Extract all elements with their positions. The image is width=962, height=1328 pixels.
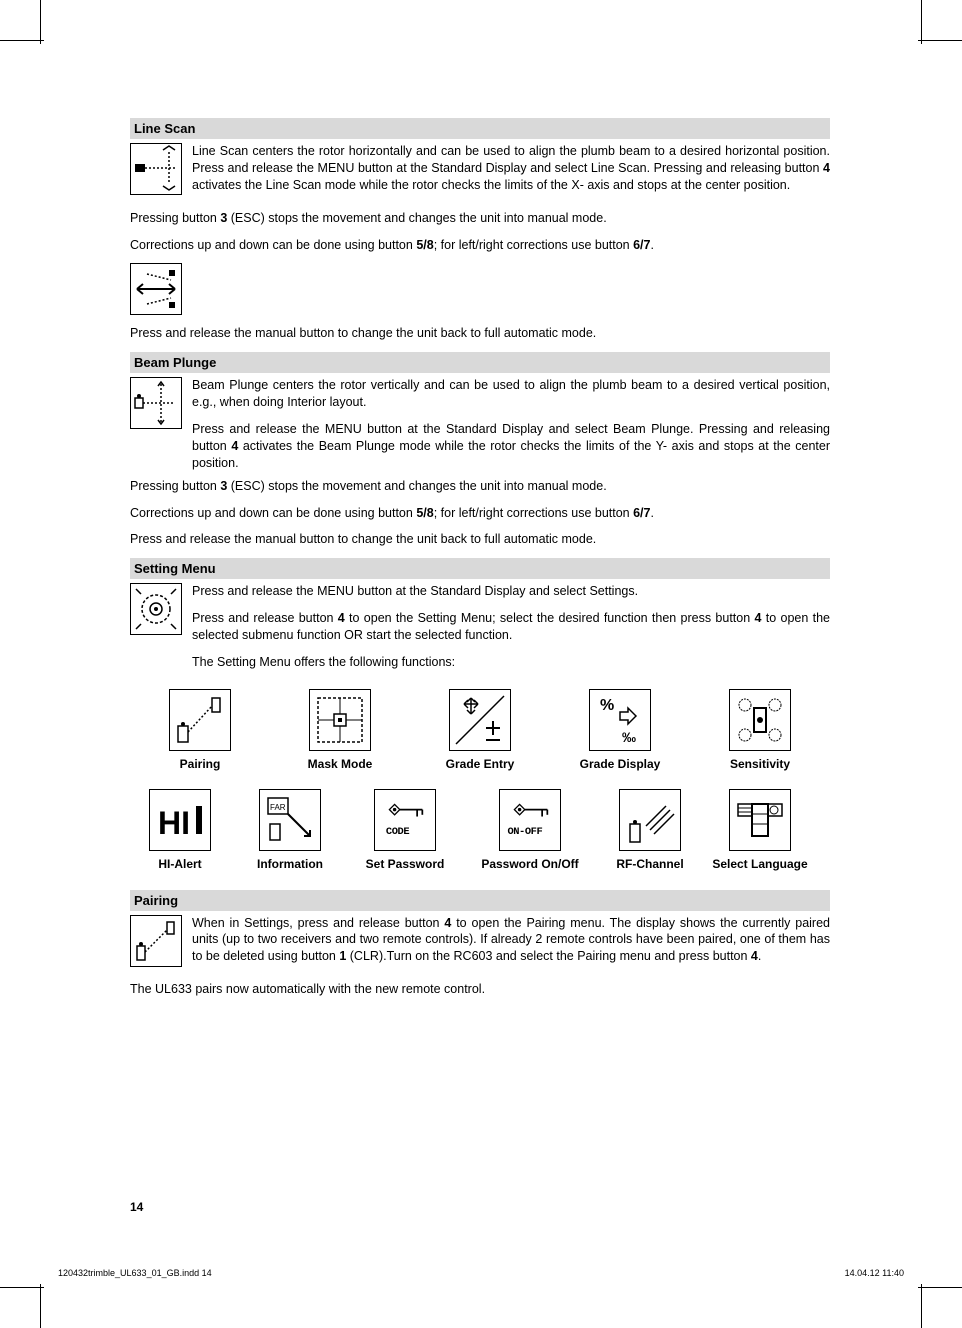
- svg-text:‰: ‰: [622, 729, 636, 745]
- crop-mark: [918, 40, 962, 41]
- svg-text:HI: HI: [158, 805, 190, 841]
- crop-mark: [0, 40, 44, 41]
- mask-mode-icon: [309, 689, 371, 751]
- setting-menu-p2: Press and release button 4 to open the S…: [192, 610, 830, 644]
- beam-plunge-p5: Press and release the manual button to c…: [130, 531, 830, 548]
- svg-text:CODE: CODE: [386, 826, 409, 838]
- set-password-label: Set Password: [366, 857, 445, 871]
- footer-filename: 120432trimble_UL633_01_GB.indd 14: [58, 1268, 212, 1278]
- pairing-p2: The UL633 pairs now automatically with t…: [130, 981, 830, 998]
- line-scan-p4: Press and release the manual button to c…: [130, 325, 830, 342]
- select-language-icon: [729, 789, 791, 851]
- page-number: 14: [130, 1200, 143, 1214]
- information-icon: FAR: [259, 789, 321, 851]
- section-title-setting-menu: Setting Menu: [130, 558, 830, 579]
- svg-text:ON-OFF: ON-OFF: [507, 826, 542, 838]
- crop-mark: [921, 1284, 922, 1328]
- section-title-pairing: Pairing: [130, 890, 830, 911]
- grade-entry-icon: [449, 689, 511, 751]
- line-scan-icon: [130, 143, 182, 195]
- beam-plunge-icon: [130, 377, 182, 429]
- crop-mark: [0, 1287, 44, 1288]
- line-scan-p2: Pressing button 3 (ESC) stops the moveme…: [130, 210, 830, 227]
- footer-timestamp: 14.04.12 11:40: [845, 1268, 904, 1278]
- information-label: Information: [257, 857, 323, 871]
- section-title-line-scan: Line Scan: [130, 118, 830, 139]
- rf-channel-icon: [619, 789, 681, 851]
- beam-plunge-p1: Beam Plunge centers the rotor vertically…: [192, 377, 830, 411]
- setting-menu-p1: Press and release the MENU button at the…: [192, 583, 830, 600]
- svg-text:FAR: FAR: [270, 803, 286, 812]
- pairing-p1: When in Settings, press and release butt…: [192, 915, 830, 966]
- set-password-icon: CODE: [374, 789, 436, 851]
- grade-display-icon: %‰: [589, 689, 651, 751]
- setting-menu-p3: The Setting Menu offers the following fu…: [192, 654, 830, 671]
- line-scan-p1: Line Scan centers the rotor horizontally…: [192, 143, 830, 194]
- grade-display-label: Grade Display: [580, 757, 661, 771]
- line-scan-p3: Corrections up and down can be done usin…: [130, 237, 830, 254]
- crop-mark: [40, 0, 41, 44]
- pairing-label: Pairing: [180, 757, 221, 771]
- hi-alert-icon: HI: [149, 789, 211, 851]
- pairing-detail-icon: [130, 915, 182, 967]
- beam-plunge-p3: Pressing button 3 (ESC) stops the moveme…: [130, 478, 830, 495]
- section-title-beam-plunge: Beam Plunge: [130, 352, 830, 373]
- select-language-label: Select Language: [712, 857, 807, 871]
- arrows-icon: [130, 263, 182, 315]
- svg-text:%: %: [600, 697, 614, 714]
- crop-mark: [918, 1287, 962, 1288]
- grade-entry-label: Grade Entry: [446, 757, 515, 771]
- page-content: Line Scan Line Scan centers the rotor ho…: [130, 118, 830, 1008]
- settings-icon: [130, 583, 182, 635]
- rf-channel-label: RF-Channel: [616, 857, 683, 871]
- pairing-icon: [169, 689, 231, 751]
- mask-mode-label: Mask Mode: [308, 757, 373, 771]
- password-onoff-icon: ON-OFF: [499, 789, 561, 851]
- hi-alert-label: HI-Alert: [158, 857, 201, 871]
- beam-plunge-p2: Press and release the MENU button at the…: [192, 421, 830, 472]
- crop-mark: [921, 0, 922, 44]
- crop-mark: [40, 1284, 41, 1328]
- sensitivity-icon: [729, 689, 791, 751]
- beam-plunge-p4: Corrections up and down can be done usin…: [130, 505, 830, 522]
- password-onoff-label: Password On/Off: [481, 857, 578, 871]
- sensitivity-label: Sensitivity: [730, 757, 790, 771]
